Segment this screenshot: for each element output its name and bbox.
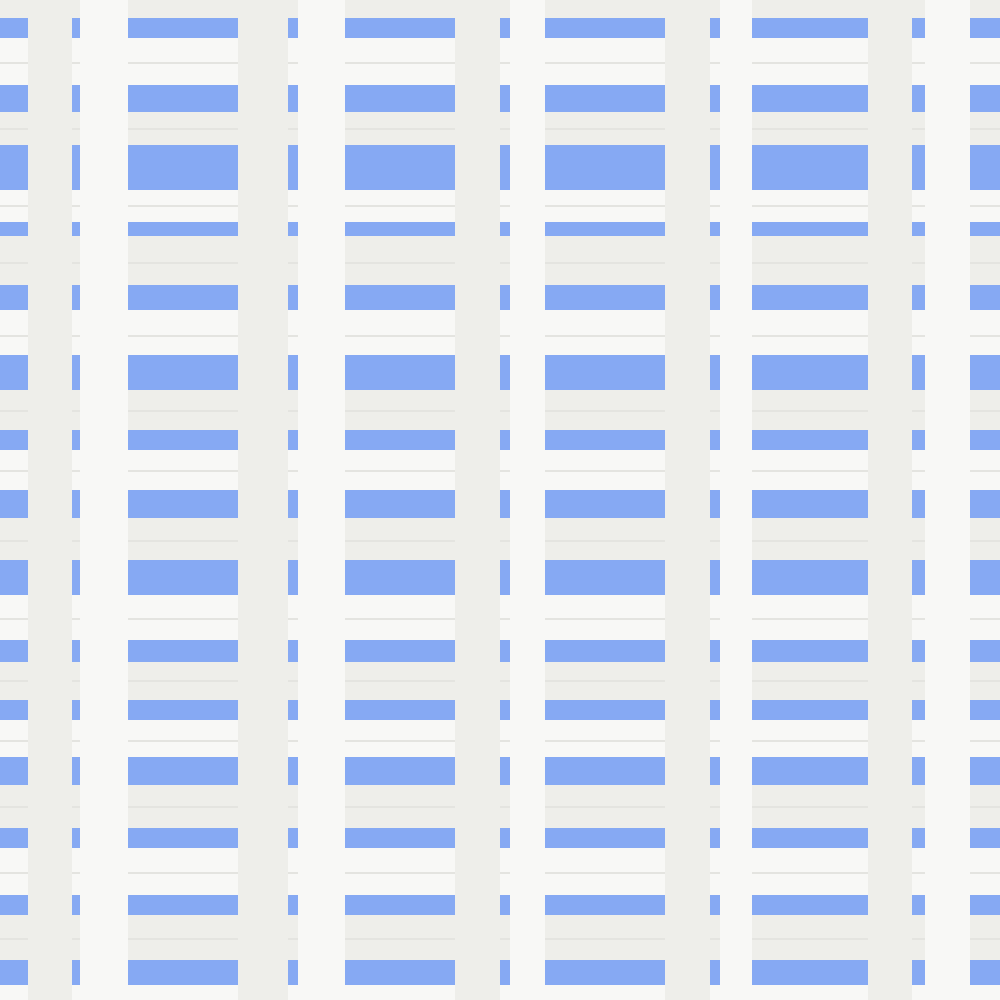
vertical-strip xyxy=(80,0,128,1000)
vertical-strip xyxy=(298,0,345,1000)
vertical-strip xyxy=(665,0,710,1000)
vertical-strip xyxy=(868,0,912,1000)
vertical-strip xyxy=(925,0,970,1000)
vertical-strip xyxy=(28,0,72,1000)
vertical-strip xyxy=(238,0,288,1000)
vertical-strip xyxy=(510,0,545,1000)
vertical-strip xyxy=(720,0,752,1000)
vertical-strip xyxy=(455,0,500,1000)
